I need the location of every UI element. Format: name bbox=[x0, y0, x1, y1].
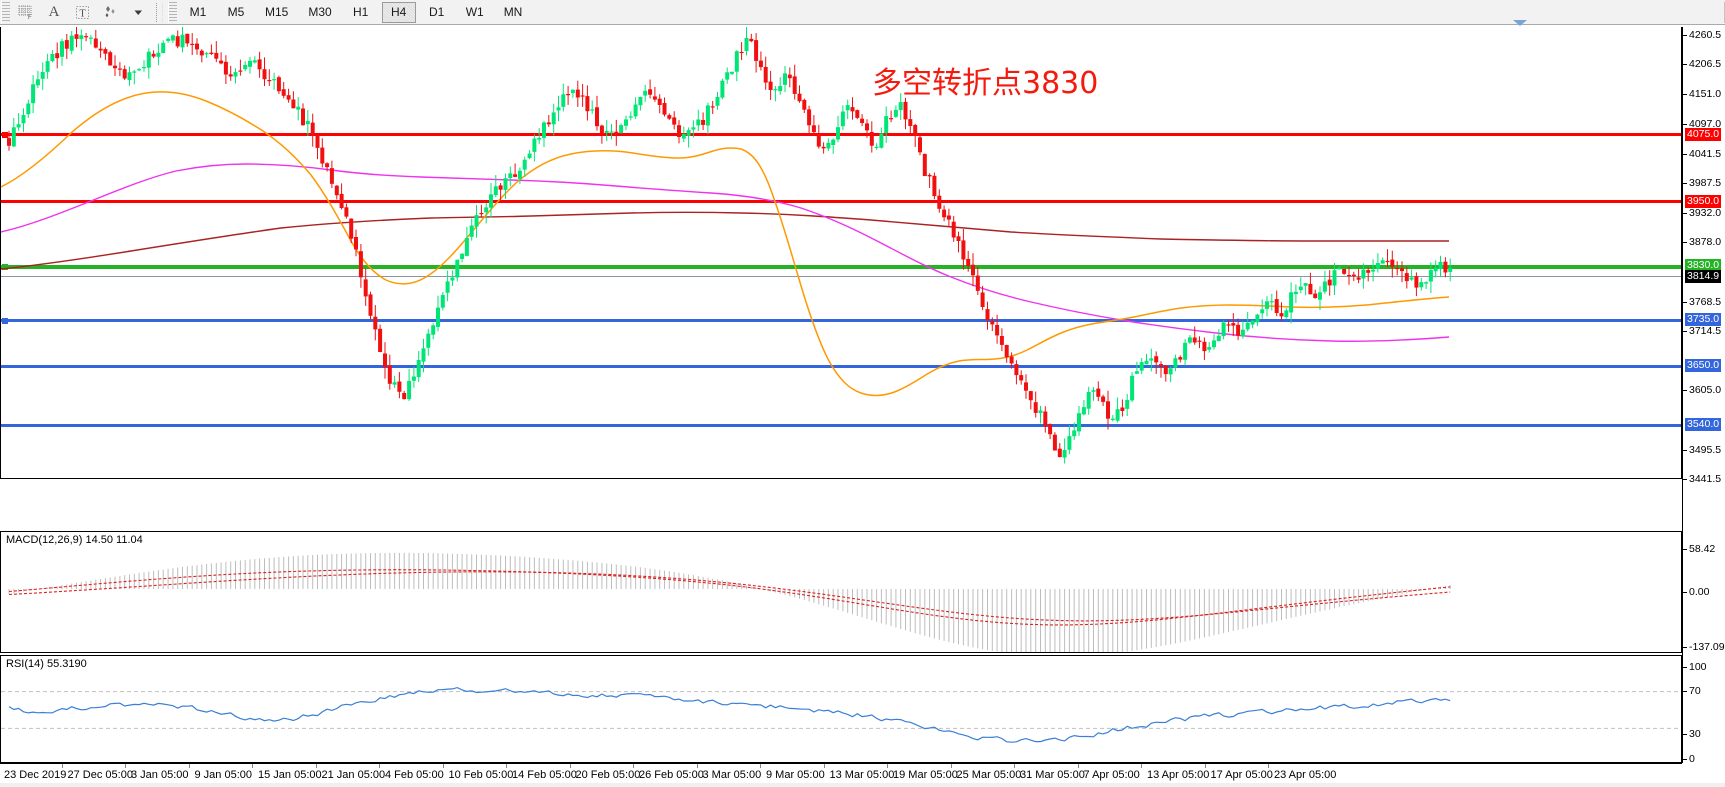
price-chart-panel[interactable] bbox=[0, 27, 1682, 479]
time-tick bbox=[1141, 764, 1142, 768]
timeframe-h4[interactable]: H4 bbox=[381, 1, 416, 23]
timeframe-m30[interactable]: M30 bbox=[308, 5, 332, 19]
time-label: 15 Jan 05:00 bbox=[258, 769, 322, 781]
bottom-filler bbox=[0, 783, 1725, 787]
toolbar-grip-timeframes[interactable] bbox=[168, 1, 177, 23]
time-tick bbox=[188, 764, 190, 768]
time-tick bbox=[950, 764, 952, 768]
time-label: 3 Mar 05:00 bbox=[702, 769, 762, 781]
time-tick bbox=[1204, 764, 1206, 768]
time-tick bbox=[696, 764, 698, 768]
dropdown-arrow-icon[interactable] bbox=[124, 1, 152, 24]
macd-series bbox=[8, 552, 1451, 652]
price-badge-3814-9[interactable]: 3814.9 bbox=[1685, 270, 1722, 283]
price-badge-4075-0[interactable]: 4075.0 bbox=[1685, 128, 1722, 141]
toolbar-separator bbox=[156, 2, 163, 22]
time-label: 13 Mar 05:00 bbox=[829, 769, 895, 781]
time-tick bbox=[1014, 764, 1015, 768]
time-tick bbox=[61, 764, 63, 768]
time-label: 25 Mar 05:00 bbox=[956, 769, 1022, 781]
time-label: 31 Mar 05:00 bbox=[1020, 769, 1085, 781]
last-price-line bbox=[1, 276, 1681, 277]
time-tick bbox=[569, 764, 571, 768]
time-label: 20 Feb 05:00 bbox=[575, 769, 641, 781]
macd-panel[interactable]: MACD(12,26,9) 14.50 11.04 bbox=[0, 531, 1682, 653]
time-tick bbox=[760, 764, 761, 768]
level-line-3950[interactable] bbox=[1, 200, 1681, 203]
timeframe-d1[interactable]: D1 bbox=[429, 5, 445, 19]
time-tick bbox=[1268, 764, 1269, 768]
time-label: 21 Jan 05:00 bbox=[321, 769, 386, 781]
time-label: 3 Jan 05:00 bbox=[131, 769, 189, 781]
timeframe-m15[interactable]: M15 bbox=[265, 5, 289, 19]
rsi-legend: RSI(14) 55.3190 bbox=[6, 658, 87, 670]
time-label: 27 Dec 05:00 bbox=[67, 769, 133, 781]
level-line-3830[interactable] bbox=[1, 265, 1681, 269]
time-label: 9 Jan 05:00 bbox=[194, 769, 253, 781]
timeframe-group: M1 M5 M15 M30 H1 H4 D1 W1 MN bbox=[179, 1, 532, 23]
price-badge-3830-0[interactable]: 3830.0 bbox=[1685, 259, 1722, 272]
time-tick bbox=[252, 764, 253, 768]
level-handle-4075[interactable] bbox=[2, 132, 8, 138]
main-toolbar: F A T M1 M5 M15 M30 H1 H4 D1 W1 MN bbox=[0, 0, 1725, 25]
time-tick bbox=[1077, 764, 1079, 768]
macd-canvas bbox=[1, 532, 1681, 652]
time-label: 10 Feb 05:00 bbox=[448, 769, 514, 781]
time-label: 7 Apr 05:00 bbox=[1083, 769, 1140, 781]
text-label-icon[interactable]: A bbox=[48, 3, 60, 20]
candlestick-series bbox=[7, 27, 1453, 464]
macd-legend: MACD(12,26,9) 14.50 11.04 bbox=[6, 534, 143, 546]
level-line-3540[interactable] bbox=[1, 424, 1681, 427]
rsi-canvas bbox=[1, 656, 1681, 762]
moving-average-layer bbox=[1, 91, 1450, 397]
chart-scroll-marker[interactable] bbox=[1513, 20, 1527, 26]
svg-text:F: F bbox=[28, 15, 32, 20]
time-tick bbox=[887, 764, 888, 768]
objects-icon[interactable] bbox=[96, 1, 124, 24]
svg-text:T: T bbox=[79, 8, 85, 19]
ma-fast-path bbox=[1, 91, 1450, 397]
level-handle-3830[interactable] bbox=[2, 264, 8, 270]
time-label: 4 Feb 05:00 bbox=[385, 769, 444, 781]
price-badge-3650-0[interactable]: 3650.0 bbox=[1685, 359, 1722, 372]
time-tick bbox=[125, 764, 126, 768]
time-label: 26 Feb 05:00 bbox=[639, 769, 704, 781]
time-tick bbox=[506, 764, 507, 768]
time-label: 23 Dec 2019 bbox=[4, 769, 67, 781]
timeframe-m1[interactable]: M1 bbox=[189, 5, 207, 19]
timeframe-mn[interactable]: MN bbox=[503, 5, 523, 19]
time-label: 23 Apr 05:00 bbox=[1274, 769, 1337, 781]
level-line-3735[interactable] bbox=[1, 319, 1681, 322]
time-tick bbox=[823, 764, 825, 768]
time-label: 9 Mar 05:00 bbox=[766, 769, 825, 781]
time-tick bbox=[633, 764, 634, 768]
timeframe-w1[interactable]: W1 bbox=[465, 5, 484, 19]
level-line-3650[interactable] bbox=[1, 365, 1681, 368]
time-label: 14 Feb 05:00 bbox=[512, 769, 577, 781]
timeframe-h1[interactable]: H1 bbox=[353, 5, 369, 19]
time-label: 17 Apr 05:00 bbox=[1210, 769, 1273, 781]
chart-text-annotation[interactable]: 多空转折点3830 bbox=[872, 66, 1099, 101]
rsi-panel[interactable]: RSI(14) 55.3190 bbox=[0, 655, 1682, 763]
time-tick bbox=[442, 764, 444, 768]
price-axis[interactable]: 4260.5 4206.5 4151.0 4097.0 4041.5 3987.5 3932… bbox=[1682, 27, 1725, 765]
rsi-series bbox=[1, 686, 1681, 743]
level-line-4075[interactable] bbox=[1, 133, 1681, 136]
ma-mid-path bbox=[1, 163, 1450, 342]
price-badge-3735-0[interactable]: 3735.0 bbox=[1685, 313, 1722, 326]
time-tick bbox=[379, 764, 380, 768]
time-label: 13 Apr 05:00 bbox=[1147, 769, 1210, 781]
price-badge-3540-0[interactable]: 3540.0 bbox=[1685, 418, 1722, 431]
toolbar-grip-left[interactable] bbox=[1, 1, 10, 23]
time-label: 19 Mar 05:00 bbox=[893, 769, 958, 781]
crosshair-fib-icon[interactable]: F bbox=[12, 1, 40, 24]
price-chart-canvas bbox=[1, 27, 1681, 478]
price-badge-3950-0[interactable]: 3950.0 bbox=[1685, 195, 1722, 208]
level-handle-3735[interactable] bbox=[2, 318, 8, 324]
time-tick bbox=[315, 764, 317, 768]
text-box-icon[interactable]: T bbox=[68, 1, 96, 24]
ma-slow-path bbox=[1, 211, 1449, 270]
timeframe-m5[interactable]: M5 bbox=[227, 5, 245, 19]
